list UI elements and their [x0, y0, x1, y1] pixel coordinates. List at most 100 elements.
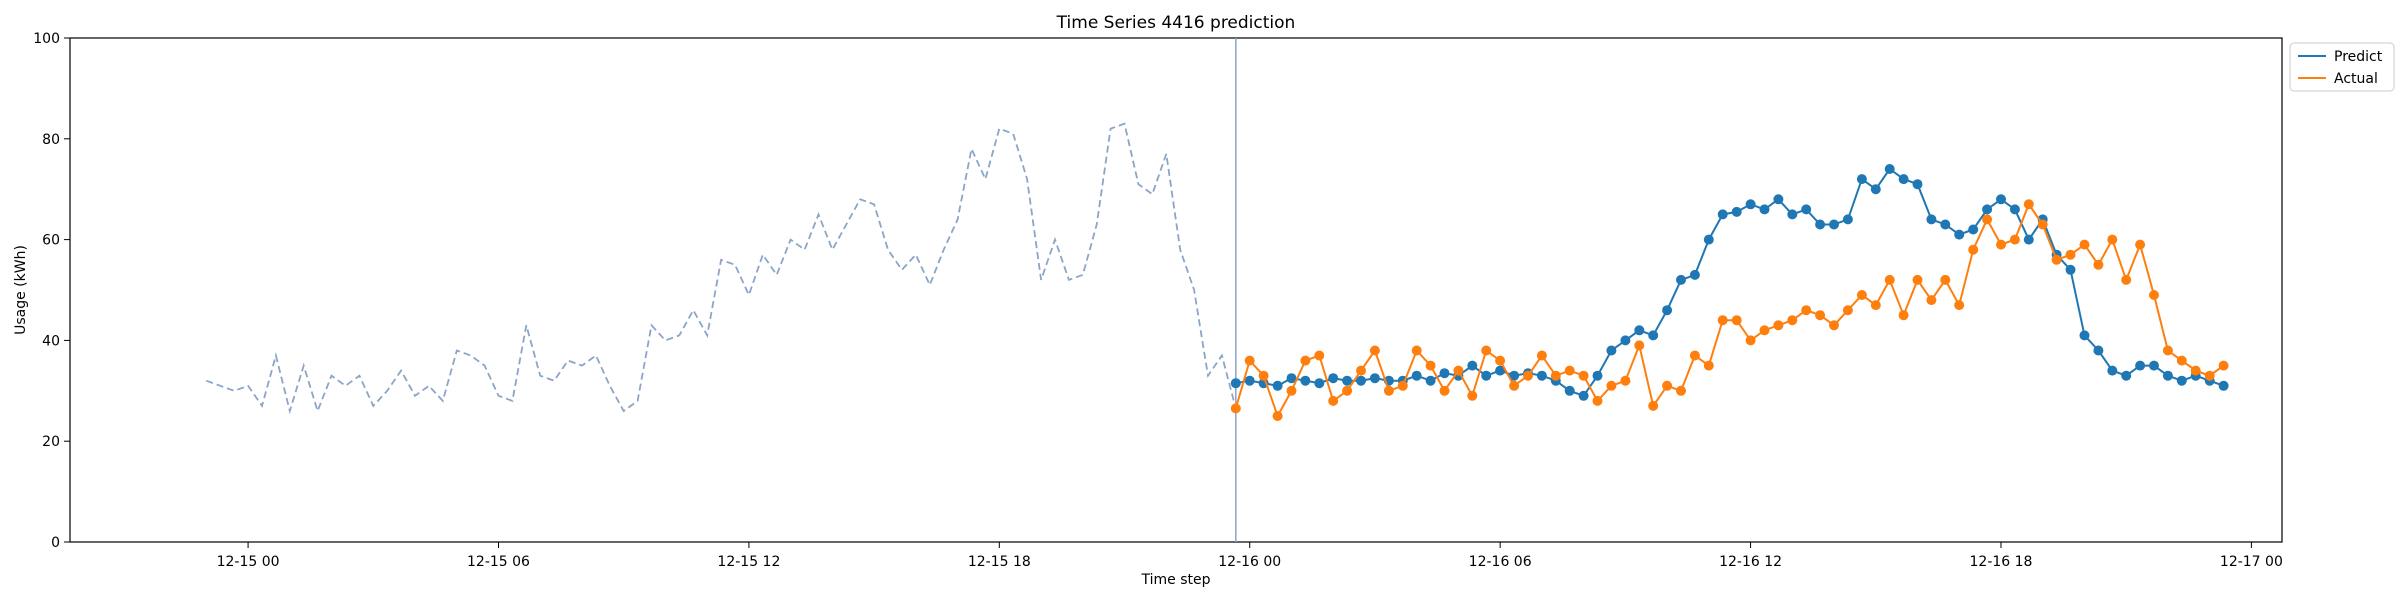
- actual-point: [2121, 274, 2132, 285]
- predict-point: [2176, 375, 2187, 386]
- predict-point: [1314, 378, 1325, 389]
- predict-point: [2065, 264, 2076, 275]
- predict-point: [1870, 184, 1881, 195]
- actual-point: [1689, 350, 1700, 361]
- predict-point: [1787, 209, 1798, 220]
- actual-point: [1286, 385, 1297, 396]
- actual-point: [1481, 345, 1492, 356]
- actual-point: [1759, 325, 1770, 336]
- history-line: [205, 122, 1237, 415]
- y-tick-label: 60: [42, 233, 60, 249]
- actual-point: [1550, 370, 1561, 381]
- predict-point: [1300, 375, 1311, 386]
- predict-point: [1564, 385, 1575, 396]
- actual-point: [2037, 219, 2048, 230]
- actual-point: [1815, 310, 1826, 321]
- predict-point: [1829, 219, 1839, 230]
- predict-point: [1898, 174, 1909, 185]
- y-tick-label: 80: [42, 132, 60, 148]
- x-tick-label: 12-15 06: [467, 554, 530, 570]
- actual-point: [1272, 411, 1283, 421]
- actual-point: [1787, 315, 1798, 326]
- actual-point: [1648, 400, 1659, 411]
- x-tick-label: 12-16 12: [1719, 554, 1782, 570]
- actual-point: [1425, 360, 1436, 371]
- predict-point: [2149, 360, 2159, 371]
- x-tick-label: 12-17 00: [2220, 554, 2283, 570]
- predict-point: [1592, 370, 1603, 381]
- actual-point: [1244, 355, 1255, 366]
- actual-point: [1912, 274, 1923, 285]
- predict-point: [1244, 375, 1255, 386]
- predict-point: [1425, 375, 1436, 386]
- actual-point: [2065, 249, 2076, 260]
- actual-point: [1620, 375, 1631, 386]
- actual-point: [1940, 274, 1951, 285]
- predict-point: [1342, 375, 1353, 386]
- predict-point: [1703, 234, 1714, 245]
- predict-point: [1717, 209, 1728, 220]
- x-axis-label: Time step: [1141, 572, 1211, 588]
- actual-point: [1703, 360, 1714, 371]
- legend-label-actual: Actual: [2334, 71, 2378, 87]
- actual-point: [1731, 315, 1742, 326]
- actual-point: [2079, 239, 2090, 250]
- predict-point: [1509, 370, 1520, 381]
- x-tick-label: 12-15 00: [217, 554, 280, 570]
- actual-point: [1606, 380, 1617, 391]
- x-tick-label: 12-16 00: [1218, 554, 1281, 570]
- y-tick-label: 20: [42, 434, 60, 450]
- actual-point: [2107, 234, 2118, 245]
- actual-point: [1342, 385, 1353, 396]
- predict-point: [1286, 373, 1297, 384]
- actual-point: [1300, 355, 1311, 366]
- actual-point: [1717, 315, 1728, 326]
- predict-point: [1856, 174, 1867, 185]
- x-tick-label: 12-15 12: [717, 554, 780, 570]
- predict-point: [2009, 204, 2020, 215]
- y-tick-label: 100: [33, 31, 60, 47]
- actual-point: [2204, 370, 2215, 381]
- predict-point: [1996, 194, 2006, 205]
- actual-point: [1829, 320, 1839, 331]
- predict-point: [1536, 370, 1547, 381]
- predict-point: [2135, 360, 2146, 371]
- predict-point: [1689, 269, 1700, 280]
- actual-point: [2162, 345, 2173, 356]
- y-axis-label: Usage (kWh): [13, 245, 29, 335]
- predict-point: [1578, 390, 1589, 401]
- actual-point: [1662, 380, 1673, 391]
- actual-point: [1258, 370, 1269, 381]
- x-tick-label: 12-15 18: [968, 554, 1031, 570]
- predict-point: [1356, 375, 1366, 386]
- actual-point: [1996, 239, 2006, 250]
- actual-point: [1592, 395, 1603, 406]
- predict-point: [1801, 204, 1812, 215]
- actual-point: [1453, 365, 1464, 376]
- actual-point: [1870, 300, 1881, 311]
- x-tick-label: 12-16 06: [1469, 554, 1532, 570]
- actual-point: [2135, 239, 2146, 250]
- actual-point: [2176, 355, 2187, 366]
- actual-point: [1801, 305, 1812, 316]
- predict-point: [1940, 219, 1951, 230]
- chart-title: Time Series 4416 prediction: [1056, 13, 1296, 33]
- plot-frame: [69, 37, 2283, 543]
- predict-point: [1731, 206, 1742, 217]
- actual-point: [1467, 390, 1478, 401]
- predict-point: [1676, 274, 1686, 285]
- predict-point: [1884, 164, 1895, 174]
- actual-point: [1314, 350, 1325, 361]
- predict-point: [2079, 330, 2090, 341]
- actual-point: [2009, 234, 2020, 245]
- actual-point: [1745, 335, 1756, 346]
- predict-point: [1926, 214, 1937, 225]
- actual-point: [1968, 244, 1979, 255]
- y-tick-label: 0: [51, 535, 60, 551]
- actual-point: [2023, 199, 2034, 210]
- actual-point: [2218, 360, 2229, 371]
- predict-point: [1773, 194, 1784, 205]
- predict-point: [1620, 335, 1631, 346]
- legend: Predict Actual: [2289, 42, 2395, 92]
